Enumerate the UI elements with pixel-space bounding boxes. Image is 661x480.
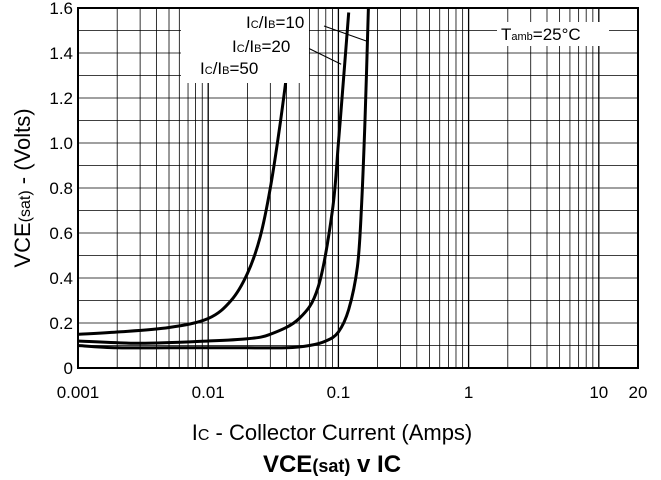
plot-frame (77, 7, 639, 369)
y-tick-label: 0.6 (49, 224, 73, 243)
y-tick-label: 0.4 (49, 269, 73, 288)
y-tick-label: 0.2 (49, 314, 73, 333)
x-tick-labels: 0.001 0.01 0.1 1 10 20 (57, 383, 648, 402)
chart-series (77, 7, 370, 350)
x-tick-label: 0.1 (327, 383, 351, 402)
y-tick-label: 1.0 (49, 134, 73, 153)
chart-grid (77, 7, 639, 369)
y-tick-label: 1.6 (49, 0, 73, 18)
x-tick-label: 0.001 (57, 383, 100, 402)
leader-line (307, 47, 342, 65)
leader-line (323, 25, 369, 43)
y-tick-label: 0.8 (49, 179, 73, 198)
x-tick-label: 0.01 (192, 383, 225, 402)
series-label-ic-ib-20: IC/IB=20 (232, 37, 290, 56)
y-tick-labels: 0 0.2 0.4 0.6 0.8 1.0 1.2 1.4 1.6 (49, 0, 73, 378)
y-axis-label: VCE(sat) - (Volts) (10, 108, 35, 267)
y-tick-label: 1.4 (49, 44, 73, 63)
chart-title: VCE(sat) v IC (263, 451, 401, 478)
x-tick-label: 20 (629, 383, 648, 402)
x-tick-label: 1 (464, 383, 473, 402)
series-label-box (181, 9, 309, 83)
series-line-ic-ib-20 (77, 12, 351, 345)
series-line-ic-ib-50 (77, 48, 293, 336)
series-label-ic-ib-50: IC/IB=50 (200, 59, 258, 78)
series-label-ic-ib-10: IC/IB=10 (246, 13, 304, 32)
ambient-temperature-box (497, 22, 609, 46)
ambient-temperature-label: Tamb=25°C (501, 25, 581, 44)
series-line-ic-ib-10 (77, 7, 370, 350)
x-tick-label: 10 (589, 383, 608, 402)
y-tick-label: 1.2 (49, 89, 73, 108)
y-tick-label: 0 (64, 359, 73, 378)
x-axis-label: IC - Collector Current (Amps) (192, 420, 473, 445)
